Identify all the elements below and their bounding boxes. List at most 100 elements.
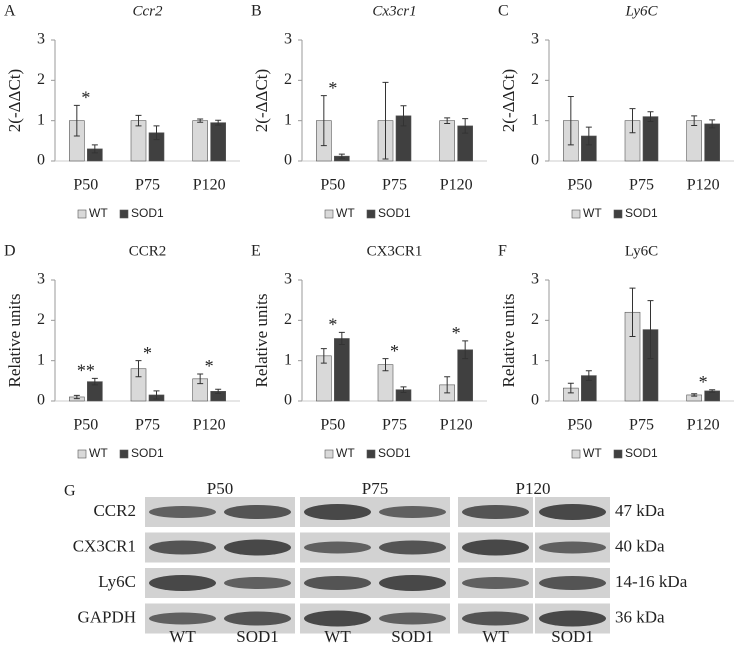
y-tick-label: 0 [531,152,539,169]
y-tick-label: 1 [37,351,45,368]
x-tick-label: P75 [382,177,407,194]
y-tick-label: 2 [284,311,292,328]
error-bar [91,144,98,154]
x-tick-label: P120 [440,177,473,194]
significance-mark: * [390,341,399,361]
y-tick-label: 1 [37,111,45,128]
error-bar [629,108,636,134]
panel-letter: B [251,3,262,20]
x-tick-label: P50 [567,177,592,194]
blot-band [224,539,291,556]
panel-letter: A [4,3,16,20]
legend-label: SOD1 [625,446,658,460]
chart-title: Ly6C [625,243,658,259]
panel-letter: C [498,3,509,20]
legend-swatch [119,449,129,459]
error-bar [338,153,345,159]
y-tick-label: 1 [284,351,292,368]
significance-mark: * [328,78,337,98]
y-axis-label: 2(-ΔΔCt) [499,69,518,132]
error-bar [320,95,327,147]
legend-label: SOD1 [131,446,164,460]
blot-row-label: CCR2 [93,501,136,520]
blot-band [379,575,446,591]
error-bar [382,81,389,160]
bar [439,120,455,162]
error-bar [585,370,592,381]
bar [192,120,208,162]
legend-swatch [613,209,623,219]
error-bar [197,118,204,123]
y-tick-label: 1 [284,111,292,128]
x-tick-label: P50 [320,417,345,434]
y-tick-label: 0 [37,152,45,169]
error-bar [382,358,389,372]
x-tick-label: P50 [320,177,345,194]
blot-band [462,539,529,556]
blot-row-label: Ly6C [98,572,136,591]
error-bar [215,119,222,126]
blot-band [224,611,291,626]
error-bar [320,348,327,364]
legend-label: WT [583,446,602,460]
legend-label: SOD1 [378,446,411,460]
y-tick-label: 0 [284,152,292,169]
y-tick-label: 3 [284,31,292,48]
significance-mark: ** [77,361,95,381]
error-bar [462,340,469,360]
significance-mark: * [699,372,708,392]
y-tick-label: 2 [531,71,539,88]
legend-label: SOD1 [131,206,164,220]
error-bar [197,373,204,385]
x-tick-label: P120 [687,177,720,194]
y-tick-label: 3 [37,31,45,48]
error-bar [91,377,98,386]
legend-swatch [324,449,334,459]
blot-band [379,540,446,555]
significance-mark: * [81,87,90,107]
x-tick-label: P50 [73,177,98,194]
y-axis-label: Relative units [5,294,24,388]
x-tick-label: P75 [135,177,160,194]
blot-band [462,577,529,589]
legend-label: SOD1 [378,206,411,220]
lane-label: SOD1 [391,627,434,646]
timepoint-label: P50 [207,479,233,498]
y-tick-label: 0 [284,392,292,409]
blot-band [539,576,606,590]
chart-title: Cx3cr1 [372,3,416,19]
blot-band [224,577,291,589]
y-tick-label: 3 [37,271,45,288]
x-tick-label: P75 [629,417,654,434]
blot-band [224,505,291,519]
y-axis-label: 2(-ΔΔCt) [252,69,271,132]
legend-label: WT [89,206,108,220]
significance-mark: * [452,323,461,343]
error-bar [400,105,407,127]
panel-letter: E [251,243,261,260]
x-tick-label: P75 [629,177,654,194]
blot-size-label: 40 kDa [615,536,665,555]
error-bar [338,331,345,346]
significance-mark: * [328,315,337,335]
y-tick-label: 0 [531,392,539,409]
blot-band [539,541,606,554]
blot-band [539,504,606,520]
x-tick-label: P120 [193,177,226,194]
legend-swatch [571,449,581,459]
legend-label: WT [583,206,602,220]
error-bar [647,111,654,122]
legend-label: WT [336,206,355,220]
error-bar [73,394,80,400]
blot-row-label: CX3CR1 [73,536,136,555]
blot-band [149,540,216,555]
y-tick-label: 1 [531,351,539,368]
significance-mark: * [143,343,152,363]
blot-band [304,576,371,590]
panel-letter: F [498,243,507,260]
legend-swatch [77,209,87,219]
legend-swatch [119,209,129,219]
y-tick-label: 3 [531,271,539,288]
